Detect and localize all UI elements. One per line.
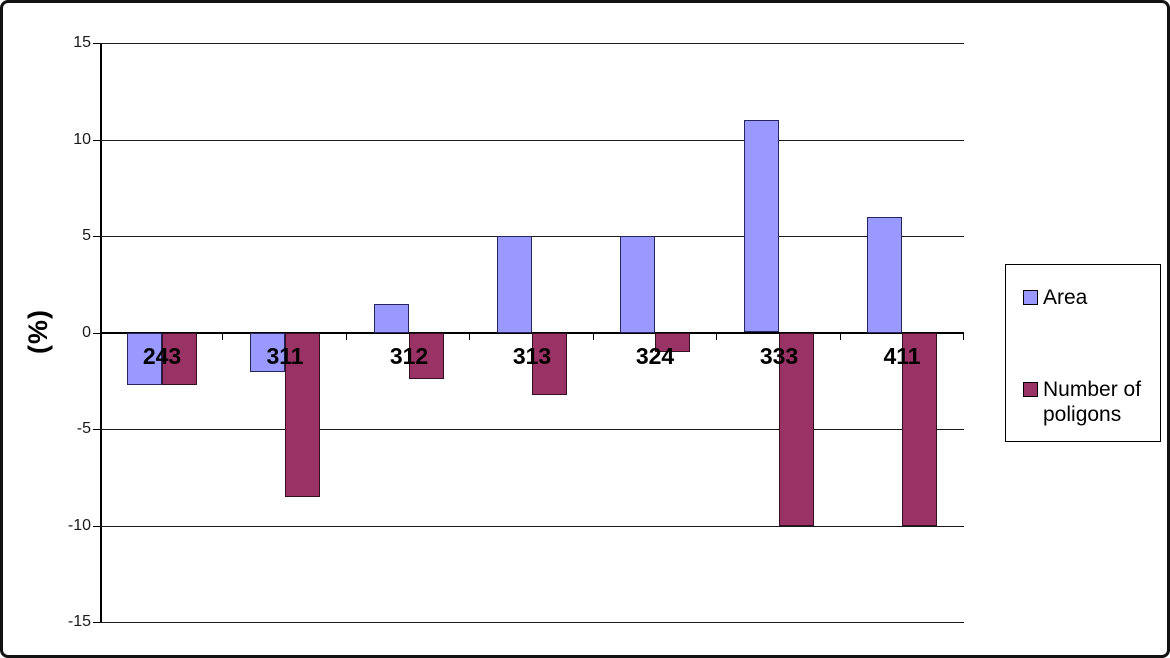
category-label-311: 311 [266,343,304,369]
x-tick-324 [716,333,717,340]
y-tick-mark-15 [93,43,100,44]
x-tick-312 [469,333,470,340]
category-label-411: 411 [883,343,921,369]
x-tick-313 [593,333,594,340]
bar-area-411 [867,217,902,333]
y-tick-label--5: -5 [76,420,91,437]
category-label-312: 312 [389,343,429,369]
y-tick-mark--15 [93,622,100,623]
y-tick-label--15: -15 [67,613,91,630]
bar-area-313 [497,236,532,333]
gridline-y-15 [100,43,964,44]
bar-number-of-poligons-333 [779,333,814,526]
gridline-y--10 [100,526,964,527]
category-label-324: 324 [635,343,675,369]
gridline-y--15 [100,622,964,623]
bar-area-243 [127,333,162,385]
number-of-poligons-series-swatch [1023,382,1038,397]
bar-number-of-poligons-312 [409,333,444,379]
y-tick-label--10: -10 [67,517,91,534]
gridline-y-10 [100,140,964,141]
bar-area-324 [620,236,655,333]
legend-entry-area: Area [1023,285,1151,310]
bar-number-of-poligons-313 [532,333,567,395]
y-tick-mark-10 [93,140,100,141]
legend-entry-number-of-poligons: Number of poligons [1023,377,1151,427]
plot-area: 15 10 5 0 -5 -10 -15 243 311 312 313 324 333 411 [68,34,964,630]
legend-label-area: Area [1043,286,1088,309]
bar-area-311 [250,333,285,372]
bar-number-of-poligons-243 [162,333,197,385]
y-tick-label-15: 15 [73,34,91,51]
y-tick-label-5: 5 [82,227,91,244]
bar-number-of-poligons-324 [655,333,690,352]
x-tick-333 [840,333,841,340]
y-tick-label-0: 0 [82,324,91,341]
category-label-313: 313 [512,343,552,369]
bar-area-333 [744,120,779,332]
x-tick-243 [222,333,223,340]
bar-area-312 [374,304,409,333]
category-label-243: 243 [142,343,182,369]
y-tick-mark-5 [93,236,100,237]
x-tick-411 [963,333,964,340]
x-tick-311 [346,333,347,340]
y-tick-mark-0 [93,333,100,334]
y-tick-mark--5 [93,429,100,430]
gridline-y--5 [100,429,964,430]
y-tick-label-10: 10 [73,131,91,148]
legend: Area Number of poligons [1005,264,1161,442]
category-label-333: 333 [759,343,799,369]
y-tick-mark--10 [93,526,100,527]
area-series-swatch [1023,290,1038,305]
bar-number-of-poligons-311 [285,333,320,497]
legend-label-number-of-poligons: Number of poligons [1043,378,1142,426]
bar-number-of-poligons-411 [902,333,937,526]
gridline-y-5 [100,236,964,237]
